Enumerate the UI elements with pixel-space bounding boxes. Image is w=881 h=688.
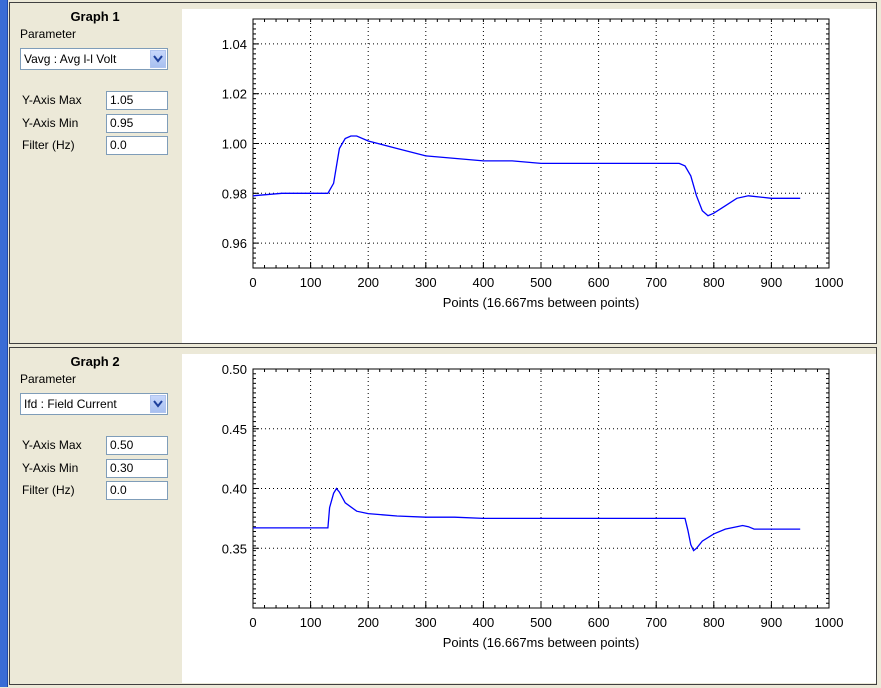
filter-input[interactable]: 0.0 (106, 136, 168, 155)
filter-input[interactable]: 0.0 (106, 481, 168, 500)
x-tick-label: 100 (300, 275, 322, 290)
y-tick-label: 0.96 (222, 236, 247, 251)
x-tick-label: 1000 (815, 275, 844, 290)
x-tick-label: 600 (588, 615, 610, 630)
x-tick-label: 700 (645, 275, 667, 290)
y-axis-min-label: Y-Axis Min (22, 461, 79, 475)
filter-label: Filter (Hz) (22, 483, 75, 497)
parameter-select[interactable]: Ifd : Field Current (20, 393, 168, 415)
graph-title: Graph 1 (70, 9, 120, 24)
x-tick-label: 200 (357, 275, 379, 290)
parameter-label: Parameter (20, 372, 77, 386)
filter-label: Filter (Hz) (22, 138, 75, 152)
x-tick-label: 0 (249, 275, 256, 290)
chevron-down-icon[interactable] (150, 50, 166, 68)
parameter-select-value: Ifd : Field Current (24, 397, 117, 411)
x-tick-label: 300 (415, 615, 437, 630)
plot-area-1: 0 100 200 300 400 500 600 700 800 900 1000 0.96 0.98… (182, 9, 876, 343)
y-axis-max-label: Y-Axis Max (22, 93, 82, 107)
y-axis-max-input[interactable]: 1.05 (106, 91, 168, 110)
plot-area-2: 0 100 200 300 400 500 600 700 800 900 1000 0.35 0.40… (182, 354, 876, 683)
y-tick-label: 0.35 (222, 541, 247, 556)
y-tick-label: 1.04 (222, 37, 247, 52)
y-tick-label: 1.00 (222, 137, 247, 152)
plot-frame (252, 368, 830, 609)
x-tick-label: 100 (300, 615, 322, 630)
x-tick-label: 1000 (815, 615, 844, 630)
x-axis-label: Points (16.667ms between points) (443, 295, 640, 310)
y-tick-label: 1.02 (222, 87, 247, 102)
y-axis-min-input[interactable]: 0.30 (106, 459, 168, 478)
parameter-select-value: Vavg : Avg l-l Volt (24, 52, 117, 66)
x-tick-label: 500 (530, 275, 552, 290)
x-tick-label: 600 (588, 275, 610, 290)
x-tick-label: 300 (415, 275, 437, 290)
parameter-label: Parameter (20, 27, 77, 41)
x-tick-label: 500 (530, 615, 552, 630)
chart-graph-2: 0 100 200 300 400 500 600 700 800 900 1000 0.35 0.40… (222, 362, 844, 650)
y-axis-min-label: Y-Axis Min (22, 116, 79, 130)
graph-title: Graph 2 (70, 354, 120, 369)
chevron-down-icon[interactable] (150, 395, 166, 413)
y-tick-label: 0.40 (222, 482, 247, 497)
y-axis-max-label: Y-Axis Max (22, 438, 82, 452)
x-tick-label: 900 (761, 275, 783, 290)
x-tick-label: 800 (703, 615, 725, 630)
x-tick-label: 400 (473, 275, 495, 290)
y-axis-max-input[interactable]: 0.50 (106, 436, 168, 455)
chart-graph-1: 0 100 200 300 400 500 600 700 800 900 1000 0.96 0.98… (222, 18, 844, 310)
x-tick-label: 700 (645, 615, 667, 630)
y-tick-label: 0.98 (222, 186, 247, 201)
x-tick-label: 200 (357, 615, 379, 630)
x-tick-label: 400 (473, 615, 495, 630)
parameter-select[interactable]: Vavg : Avg l-l Volt (20, 48, 168, 70)
graph-panel-2: Graph 2 Parameter Ifd : Field Current Y-… (9, 347, 877, 685)
y-tick-label: 0.50 (222, 362, 247, 377)
series-line (253, 487, 801, 552)
x-tick-label: 800 (703, 275, 725, 290)
plot-frame (252, 18, 830, 269)
x-tick-label: 0 (249, 615, 256, 630)
window-left-border (0, 0, 8, 687)
x-tick-label: 900 (761, 615, 783, 630)
x-axis-label: Points (16.667ms between points) (443, 635, 640, 650)
graph-panel-1: Graph 1 Parameter Vavg : Avg l-l Volt Y-… (9, 2, 877, 344)
y-axis-min-input[interactable]: 0.95 (106, 114, 168, 133)
series-line (252, 135, 801, 217)
y-tick-label: 0.45 (222, 422, 247, 437)
